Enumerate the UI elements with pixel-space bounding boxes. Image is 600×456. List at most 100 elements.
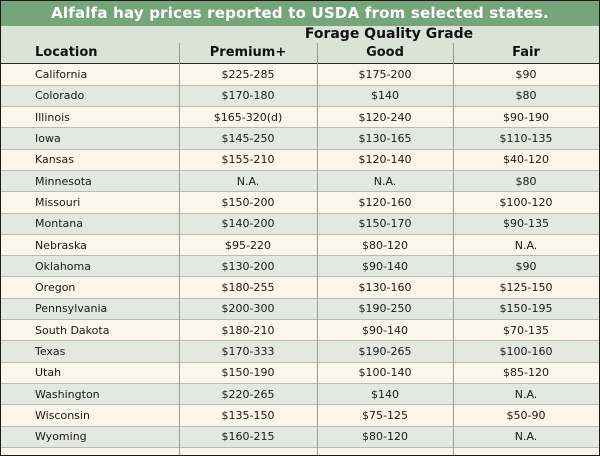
cell-fair: N.A.: [453, 383, 599, 406]
cell-good: $150-170: [317, 213, 453, 235]
cell-good: $80-120: [317, 426, 453, 448]
cell-premium: $200-300: [179, 298, 317, 321]
cell-premium: $165-320(d): [179, 106, 317, 129]
cell-fair: $70-135: [453, 319, 599, 342]
cell-good: $190-265: [317, 340, 453, 363]
table-row: Wisconsin $135-150 $75-125 $50-90: [1, 404, 599, 427]
table-row: Nebraska $95-220 $80-120 N.A.: [1, 234, 599, 257]
table-row: Missouri $150-200 $120-160 $100-120: [1, 191, 599, 214]
cell-premium: $225-285: [179, 64, 317, 86]
cell-fair: $40-120: [453, 149, 599, 171]
column-headers: Location Premium+ Good Fair: [1, 43, 599, 63]
cell-location: Illinois: [1, 106, 179, 129]
column-header-good: Good: [366, 45, 404, 60]
table-row: Pennsylvania $200-300 $190-250 $150-195: [1, 298, 599, 321]
cell-fair: $80: [453, 85, 599, 108]
cell-fair: $110-135: [453, 127, 599, 150]
cell-location: Minnesota: [1, 170, 179, 193]
cell-premium: $155-210: [179, 149, 317, 171]
cell-location: Montana: [1, 213, 179, 235]
cell-good: $90-140: [317, 255, 453, 278]
cell-good: $175-200: [317, 64, 453, 86]
column-header-premium: Premium+: [209, 45, 287, 60]
cell-premium: $160-215: [179, 426, 317, 448]
table-row: Kansas $155-210 $120-140 $40-120: [1, 149, 599, 171]
table-row: California $225-285 $175-200 $90: [1, 64, 599, 86]
cell-premium: $140-200: [179, 213, 317, 235]
cell-good: $120-160: [317, 191, 453, 214]
cell-premium: $95-220: [179, 234, 317, 257]
cell-premium: $150-200: [179, 191, 317, 214]
cell-location: Oklahoma: [1, 255, 179, 278]
cell-premium: $135-150: [179, 404, 317, 427]
cell-fair: $100-120: [453, 191, 599, 214]
table-row: Oregon $180-255 $130-160 $125-150: [1, 276, 599, 299]
table-row: Washington $220-265 $140 N.A.: [1, 383, 599, 406]
table-row: South Dakota $180-210 $90-140 $70-135: [1, 319, 599, 342]
cell-location: Wisconsin: [1, 404, 179, 427]
cell-location: South Dakota: [1, 319, 179, 342]
cell-premium: $180-210: [179, 319, 317, 342]
column-header-location: Location: [35, 45, 98, 60]
table-row: Texas $170-333 $190-265 $100-160: [1, 340, 599, 363]
cell-good: $140: [317, 383, 453, 406]
column-divider: [179, 43, 180, 455]
cell-good: $190-250: [317, 298, 453, 321]
cell-good: $100-140: [317, 362, 453, 384]
table-row: Colorado $170-180 $140 $80: [1, 85, 599, 108]
cell-premium: $170-333: [179, 340, 317, 363]
table-row: Iowa $145-250 $130-165 $110-135: [1, 127, 599, 150]
table-row: Oklahoma $130-200 $90-140 $90: [1, 255, 599, 278]
cell-premium: N.A.: [179, 170, 317, 193]
cell-fair: $90: [453, 255, 599, 278]
cell-fair: $90-135: [453, 213, 599, 235]
cell-good: $90-140: [317, 319, 453, 342]
price-table-body: California $225-285 $175-200 $90 Colorado $17…: [1, 64, 599, 448]
cell-good: $120-140: [317, 149, 453, 171]
cell-fair: $100-160: [453, 340, 599, 363]
cell-location: Nebraska: [1, 234, 179, 257]
cell-good: $130-160: [317, 276, 453, 299]
cell-fair: $150-195: [453, 298, 599, 321]
cell-good: $80-120: [317, 234, 453, 257]
cell-fair: $90: [453, 64, 599, 86]
cell-location: Texas: [1, 340, 179, 363]
cell-fair: $90-190: [453, 106, 599, 129]
cell-location: Iowa: [1, 127, 179, 150]
price-table: California $225-285 $175-200 $90 Colorado $17…: [1, 64, 599, 448]
cell-good: $120-240: [317, 106, 453, 129]
cell-fair: N.A.: [453, 426, 599, 448]
cell-location: Oregon: [1, 276, 179, 299]
cell-good: $75-125: [317, 404, 453, 427]
cell-fair: $80: [453, 170, 599, 193]
cell-premium: $150-190: [179, 362, 317, 384]
cell-fair: $50-90: [453, 404, 599, 427]
cell-location: Pennsylvania: [1, 298, 179, 321]
column-header-fair: Fair: [512, 45, 540, 60]
cell-premium: $220-265: [179, 383, 317, 406]
column-divider: [453, 43, 454, 455]
cell-fair: $85-120: [453, 362, 599, 384]
cell-location: Wyoming: [1, 426, 179, 448]
cell-good: $140: [317, 85, 453, 108]
cell-premium: $170-180: [179, 85, 317, 108]
cell-good: N.A.: [317, 170, 453, 193]
cell-fair: $125-150: [453, 276, 599, 299]
cell-location: Missouri: [1, 191, 179, 214]
cell-location: Washington: [1, 383, 179, 406]
table-row: Montana $140-200 $150-170 $90-135: [1, 213, 599, 235]
table-header: Forage Quality Grade Location Premium+ G…: [1, 26, 599, 64]
table-title: Alfalfa hay prices reported to USDA from…: [1, 1, 599, 26]
cell-premium: $145-250: [179, 127, 317, 150]
cell-good: $130-165: [317, 127, 453, 150]
cell-premium: $180-255: [179, 276, 317, 299]
forage-quality-grade-header: Forage Quality Grade: [304, 26, 474, 42]
cell-location: Kansas: [1, 149, 179, 171]
cell-location: Colorado: [1, 85, 179, 108]
table-row: Minnesota N.A. N.A. $80: [1, 170, 599, 193]
column-divider: [317, 43, 318, 455]
cell-fair: N.A.: [453, 234, 599, 257]
table-row: Wyoming $160-215 $80-120 N.A.: [1, 426, 599, 448]
cell-premium: $130-200: [179, 255, 317, 278]
